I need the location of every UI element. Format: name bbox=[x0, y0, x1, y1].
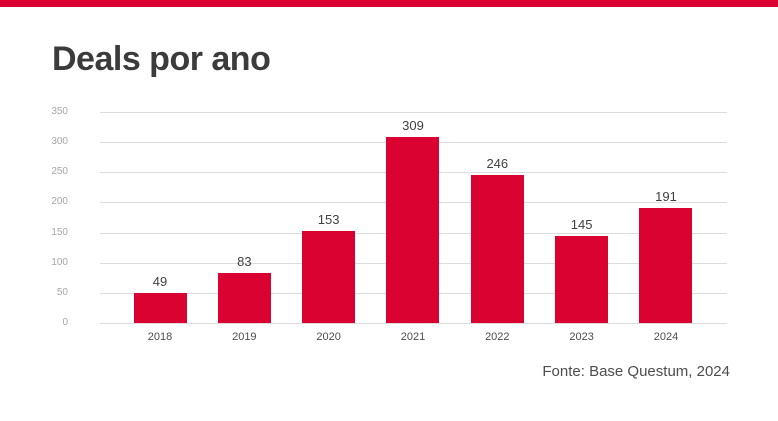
gridline-y350 bbox=[100, 112, 727, 113]
x-axis-label-2022: 2022 bbox=[485, 331, 510, 343]
bar-2019 bbox=[217, 272, 271, 323]
x-axis-label-2023: 2023 bbox=[569, 331, 594, 343]
bar-2020 bbox=[302, 230, 356, 323]
gridline-y0 bbox=[100, 323, 727, 324]
y-axis-tick-label: 300 bbox=[51, 136, 68, 148]
x-axis-label-2024: 2024 bbox=[653, 331, 679, 343]
value-label-2022: 246 bbox=[486, 155, 509, 171]
y-axis-tick-label: 50 bbox=[56, 286, 68, 298]
value-label-2019: 83 bbox=[237, 253, 252, 269]
y-axis-tick-label: 350 bbox=[51, 106, 68, 117]
bar-2023 bbox=[555, 235, 609, 323]
x-axis-label-2019: 2019 bbox=[232, 331, 257, 343]
x-axis-label-2020: 2020 bbox=[316, 331, 341, 343]
bar-2024 bbox=[639, 207, 693, 323]
brand-accent-strip bbox=[0, 0, 778, 7]
value-label-2020: 153 bbox=[317, 211, 340, 227]
value-label-2023: 145 bbox=[570, 216, 593, 232]
bar-2021 bbox=[386, 136, 440, 323]
source-note: Fonte: Base Questum, 2024 bbox=[542, 363, 730, 380]
y-axis-tick-label: 150 bbox=[51, 226, 68, 238]
y-axis-tick-label: 0 bbox=[62, 317, 68, 328]
x-axis-label-2021: 2021 bbox=[400, 331, 426, 343]
y-axis-tick-label: 200 bbox=[51, 196, 68, 208]
y-axis-tick-label: 250 bbox=[51, 166, 68, 178]
bar-2018 bbox=[133, 293, 187, 323]
value-label-2018: 49 bbox=[152, 274, 168, 290]
value-label-2024: 191 bbox=[655, 188, 677, 204]
chart-title: Deals por ano bbox=[52, 40, 271, 78]
value-label-2021: 309 bbox=[402, 117, 424, 133]
y-axis-tick-label: 100 bbox=[51, 256, 68, 268]
bar-2022 bbox=[470, 174, 524, 323]
x-axis-label-2018: 2018 bbox=[147, 331, 173, 343]
